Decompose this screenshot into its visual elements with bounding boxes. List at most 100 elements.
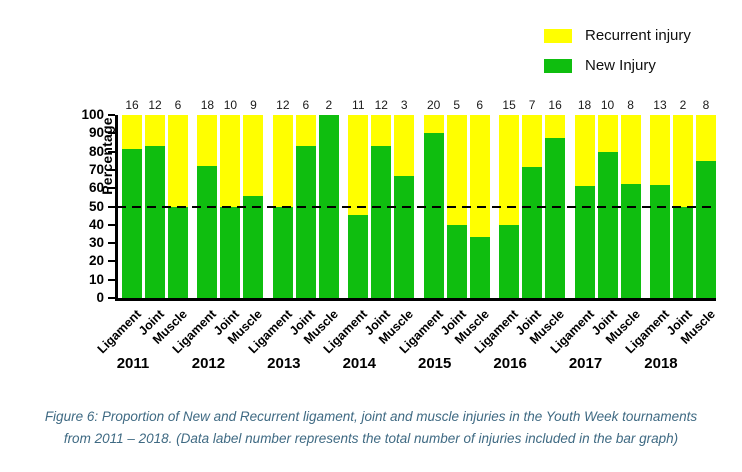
bar-segment-recurrent — [295, 115, 316, 146]
bar-total-label: 7 — [528, 98, 536, 112]
bar-segment-recurrent — [122, 115, 142, 150]
bar-segment-new — [597, 151, 618, 298]
bar-segment-new — [672, 206, 693, 298]
legend-item-recurrent: Recurrent injury — [544, 27, 691, 44]
bar-segment-new — [371, 145, 392, 298]
y-axis-tick — [108, 278, 115, 281]
bar-segment-recurrent — [499, 115, 520, 225]
year-label-2018: 2018 — [644, 355, 678, 372]
bar-segment-recurrent — [672, 115, 693, 207]
bar-segment-new — [243, 196, 264, 298]
bar-segment-recurrent — [597, 115, 618, 152]
bar-segment-new — [145, 145, 165, 298]
bar-2015-ligament — [423, 115, 444, 298]
bar-group-2017: 18 10 8 Ligament Joint Muscle 2017 — [547, 98, 642, 372]
bar-segment-recurrent — [220, 115, 241, 207]
bar-segment-new — [168, 206, 188, 298]
bar-2014-joint — [371, 115, 392, 298]
y-axis-tick — [108, 297, 115, 299]
figure-caption: Figure 6: Proportion of New and Recurren… — [0, 406, 742, 449]
bar-total-label: 9 — [250, 98, 257, 112]
bar-total-label: 5 — [453, 98, 461, 112]
bar-total-label: 18 — [200, 98, 215, 112]
bar-group-2014: 11 12 3 Ligament Joint Muscle 2014 — [321, 98, 416, 372]
bar-segment-new — [574, 186, 595, 298]
bar-segment-recurrent — [522, 115, 543, 168]
legend-label-recurrent: Recurrent injury — [585, 27, 691, 44]
y-axis-tick-label: 90 — [88, 125, 104, 141]
bars — [122, 115, 188, 298]
bar-2015-joint — [446, 115, 467, 298]
bar-segment-recurrent — [574, 115, 595, 187]
bar-segment-new — [220, 206, 241, 298]
bar-segment-recurrent — [348, 115, 369, 215]
bar-total-label: 16 — [548, 98, 562, 112]
bar-segment-recurrent — [394, 115, 415, 176]
bar-total-label: 6 — [174, 98, 182, 112]
year-label-2017: 2017 — [568, 355, 603, 372]
caption-line-1: Figure 6: Proportion of New and Recurren… — [44, 409, 698, 424]
bar-group-2015: 20 5 6 Ligament Joint Muscle 2015 — [396, 98, 491, 372]
bar-2018-ligament — [649, 115, 670, 298]
bar-segment-new — [272, 206, 293, 298]
legend-swatch-recurrent-icon — [544, 28, 572, 43]
bars — [499, 115, 566, 298]
bars — [197, 115, 264, 298]
bar-total-label: 12 — [374, 98, 388, 112]
year-label-2014: 2014 — [342, 355, 376, 372]
bar-2018-muscle — [695, 115, 716, 298]
bar-2011-ligament — [122, 115, 142, 298]
bar-2016-muscle — [545, 115, 566, 298]
bar-total-label: 16 — [125, 98, 139, 112]
year-label-2011: 2011 — [116, 355, 150, 372]
bar-segment-new — [695, 160, 716, 298]
y-axis-tick — [108, 187, 115, 190]
bar-segment-recurrent — [272, 115, 293, 207]
y-axis-tick-label: 80 — [88, 143, 104, 159]
y-axis-tick-label: 100 — [81, 107, 104, 122]
y-axis-tick-label: 70 — [88, 161, 104, 177]
bars — [423, 115, 490, 298]
bar-segment-new — [522, 167, 543, 298]
bar-segment-recurrent — [423, 115, 444, 134]
bar-groups: 16 12 6 Ligament Joint Muscle 2011 18 10 9 Ligamen… — [95, 98, 718, 372]
y-axis-tick — [108, 242, 115, 245]
y-axis-tick — [108, 260, 115, 263]
year-label-2013: 2013 — [267, 355, 301, 372]
bar-total-label: 8 — [627, 98, 634, 112]
plot-area: 0 10 20 30 40 50 60 70 80 90 100 16 12 6 Ligament Join… — [81, 98, 718, 372]
year-label-2016: 2016 — [493, 355, 527, 372]
y-axis-tick-label: 20 — [88, 253, 104, 269]
year-label-2015: 2015 — [418, 355, 452, 372]
caption-line-2: from 2011 – 2018. (Data label number rep… — [63, 430, 679, 446]
bar-segment-recurrent — [469, 115, 490, 238]
bars — [649, 115, 716, 298]
bar-segment-new — [197, 165, 218, 298]
bar-segment-recurrent — [545, 115, 566, 138]
bar-segment-recurrent — [145, 115, 165, 146]
y-axis-tick-label: 40 — [88, 216, 104, 232]
bar-total-label: 20 — [427, 98, 441, 112]
bar-segment-recurrent — [695, 115, 716, 161]
bar-2017-ligament — [574, 115, 595, 298]
bar-total-label: 8 — [702, 98, 710, 112]
bar-group-2011: 16 12 6 Ligament Joint Muscle 2011 — [95, 98, 190, 372]
bar-total-label: 2 — [325, 98, 333, 112]
bar-segment-recurrent — [243, 115, 264, 197]
bars — [574, 115, 641, 298]
bar-segment-new — [423, 133, 444, 298]
bar-segment-new — [446, 224, 467, 298]
bar-group-2016: 15 7 16 Ligament Joint Muscle 2016 — [472, 98, 567, 372]
bar-2013-joint — [295, 115, 316, 298]
bar-total-label: 10 — [600, 98, 615, 112]
bar-segment-new — [620, 183, 641, 298]
bar-segment-new — [499, 224, 520, 298]
bar-2012-muscle — [243, 115, 264, 298]
legend-item-new: New Injury — [544, 57, 691, 74]
y-axis-tick — [108, 132, 115, 135]
y-axis-tick-label: 50 — [88, 198, 104, 214]
legend-label-new: New Injury — [585, 57, 656, 74]
bar-segment-new — [122, 149, 142, 298]
bar-segment-recurrent — [197, 115, 218, 166]
bar-total-label: 2 — [679, 98, 687, 112]
